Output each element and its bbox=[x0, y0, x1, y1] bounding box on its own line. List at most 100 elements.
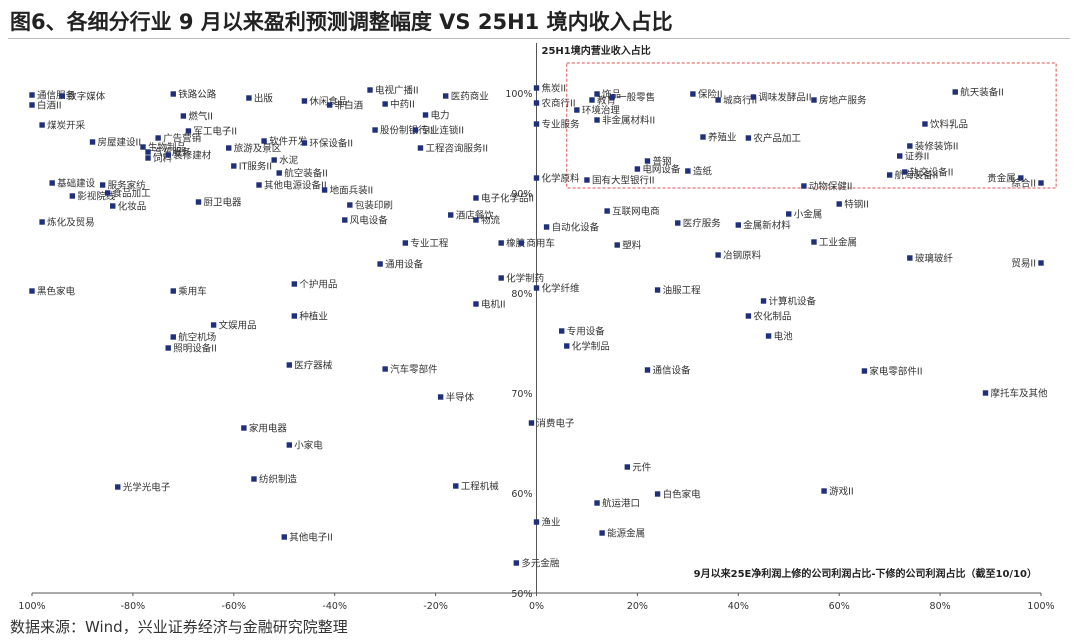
point-label: 通信设备 bbox=[652, 365, 691, 377]
point-label: 养殖业 bbox=[708, 132, 737, 144]
point-label: 航海装备II bbox=[895, 170, 939, 182]
point-label: 医药商业 bbox=[451, 91, 489, 103]
point-label: 商用车 bbox=[526, 238, 555, 250]
point-marker bbox=[165, 152, 171, 158]
x-tick-label: 20% bbox=[627, 601, 648, 612]
point-marker bbox=[442, 93, 449, 99]
data-point: 摩托车及其他 bbox=[982, 388, 1049, 400]
point-label: 房屋建设II bbox=[98, 137, 142, 149]
x-tick-label: 100% bbox=[18, 601, 45, 612]
point-marker bbox=[195, 199, 202, 205]
data-point: 自动化设备 bbox=[543, 222, 600, 234]
point-marker bbox=[745, 313, 752, 319]
data-point: 物流 bbox=[473, 215, 500, 227]
data-point: 服务家纺 bbox=[99, 180, 146, 192]
point-label: 农商行II bbox=[542, 98, 576, 110]
data-point: 风电设备 bbox=[342, 215, 388, 227]
point-label: 种植业 bbox=[299, 311, 328, 323]
point-label: 房地产服务 bbox=[819, 95, 867, 107]
point-label: 照明设备II bbox=[173, 343, 217, 355]
point-marker bbox=[251, 476, 257, 482]
point-marker bbox=[644, 158, 651, 164]
data-point: 军工电子II bbox=[185, 126, 237, 138]
data-point: 通信设备 bbox=[644, 365, 691, 377]
point-label: 装修装饰II bbox=[915, 141, 959, 153]
point-label: 工程机械 bbox=[461, 481, 500, 493]
point-marker bbox=[886, 172, 893, 178]
point-marker bbox=[104, 190, 111, 196]
point-marker bbox=[594, 500, 600, 506]
point-marker bbox=[907, 255, 913, 261]
point-label: 电视广播II bbox=[375, 85, 419, 97]
point-marker bbox=[473, 301, 479, 307]
data-point: 冶钢原料 bbox=[715, 250, 762, 262]
point-marker bbox=[180, 113, 187, 119]
point-label: 家电零部件II bbox=[869, 366, 922, 378]
point-marker bbox=[685, 168, 691, 174]
point-label: 汽车服务 bbox=[153, 147, 192, 159]
point-marker bbox=[110, 203, 116, 209]
point-label: 股份制银行II bbox=[380, 125, 433, 137]
point-label: 电池 bbox=[774, 331, 794, 343]
x-axis-title: 9月以来25E净利润上修的公司利润占比-下修的公司利润占比（截至10/10） bbox=[694, 567, 1037, 580]
point-marker bbox=[367, 87, 373, 93]
point-label: 摩托车及其他 bbox=[991, 388, 1049, 400]
data-point: 照明设备II bbox=[165, 343, 217, 355]
point-marker bbox=[907, 143, 913, 149]
point-marker bbox=[39, 122, 45, 128]
point-marker bbox=[321, 187, 328, 193]
point-label: 元件 bbox=[632, 462, 652, 474]
point-marker bbox=[498, 240, 504, 246]
point-marker bbox=[528, 420, 535, 426]
point-label: 其他电源设备II bbox=[264, 180, 327, 192]
data-point: 酒店餐饮 bbox=[448, 210, 494, 222]
data-point: 航运港口 bbox=[594, 498, 640, 510]
point-marker bbox=[276, 170, 282, 176]
data-point: 化学纤维 bbox=[533, 283, 580, 295]
point-marker bbox=[564, 343, 570, 349]
point-label: 电力 bbox=[431, 110, 450, 122]
point-marker bbox=[170, 288, 176, 294]
data-point: 油服工程 bbox=[654, 285, 701, 297]
highlight-box-layer bbox=[566, 62, 1057, 189]
point-label: 调味发酵品II bbox=[758, 92, 811, 104]
highlight-box bbox=[566, 62, 1057, 189]
data-point: 航海装备II bbox=[886, 170, 939, 182]
data-point: 农产品加工 bbox=[745, 133, 801, 145]
point-label: 航天装备II bbox=[960, 87, 1004, 99]
point-label: 金属新材料 bbox=[743, 220, 791, 232]
data-point: 装修装饰II bbox=[907, 141, 958, 153]
data-point: 地面兵装II bbox=[321, 185, 373, 197]
point-marker bbox=[982, 390, 989, 396]
point-marker bbox=[574, 107, 580, 113]
point-marker bbox=[513, 560, 520, 566]
point-label: 专业服务 bbox=[542, 119, 581, 131]
x-tick-label: 40% bbox=[728, 601, 749, 612]
point-label: 厨卫电器 bbox=[203, 197, 242, 209]
point-label: 贸易II bbox=[1011, 258, 1036, 270]
point-label: 医疗器械 bbox=[294, 360, 333, 372]
point-marker bbox=[291, 281, 298, 287]
figure-title: 图6、各细分行业 9 月以来盈利预测调整幅度 VS 25H1 境内收入占比 bbox=[10, 10, 673, 34]
point-label: 工程咨询服务II bbox=[425, 143, 488, 155]
point-label: 计算机设备 bbox=[769, 296, 817, 308]
point-label: 半导体 bbox=[446, 392, 475, 404]
point-label: IT服务II bbox=[239, 161, 272, 173]
data-point: 厨卫电器 bbox=[195, 197, 242, 209]
data-point: 轨交设备II bbox=[902, 167, 953, 179]
point-label: 自动化设备 bbox=[552, 222, 600, 234]
data-point: 工程咨询服务II bbox=[417, 143, 488, 155]
y-tick-label: 60% bbox=[511, 489, 532, 500]
point-label: 贵金属 bbox=[987, 173, 1016, 185]
point-label: 软件开发 bbox=[269, 136, 308, 148]
point-marker bbox=[897, 153, 903, 159]
point-label: 环保设备II bbox=[309, 138, 353, 150]
point-label: 专业工程 bbox=[410, 238, 449, 250]
point-label: 乘用车 bbox=[178, 286, 207, 298]
point-marker bbox=[170, 91, 176, 97]
point-marker bbox=[1018, 175, 1024, 181]
point-marker bbox=[437, 394, 444, 400]
data-point: 黑色家电 bbox=[29, 286, 76, 298]
data-point: 养殖业 bbox=[700, 132, 737, 144]
